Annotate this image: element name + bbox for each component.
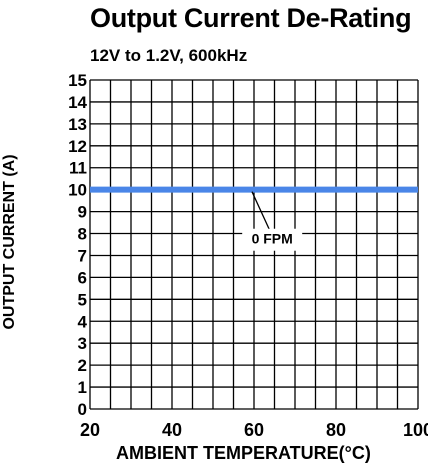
annotation-leader [251,191,273,236]
y-tick-label: 15 [68,71,87,90]
y-tick-label: 2 [78,356,87,375]
y-tick-label: 10 [68,181,87,200]
annotation-box [242,228,303,251]
x-tick-label: 60 [244,420,264,440]
chart-subtitle: 12V to 1.2V, 600kHz [90,46,248,65]
y-tick-label: 8 [78,225,87,244]
y-tick-label: 11 [69,159,87,178]
annotation-label: 0 FPM [252,231,293,247]
y-tick-label: 4 [78,312,88,331]
x-tick-label: 100 [403,420,428,440]
x-axis-label: AMBIENT TEMPERATURE(°C) [116,443,371,463]
y-tick-label: 12 [68,137,87,156]
y-tick-label: 5 [78,290,87,309]
y-tick-label: 0 [78,400,87,419]
y-tick-label: 1 [78,378,87,397]
y-tick-label: 6 [78,268,87,287]
chart-title: Output Current De-Rating [90,3,412,33]
x-tick-label: 40 [162,420,182,440]
x-tick-label: 20 [80,420,100,440]
y-tick-label: 9 [78,203,87,222]
y-tick-label: 13 [68,115,87,134]
y-tick-label: 7 [78,246,87,265]
y-tick-label: 14 [68,93,87,112]
x-tick-label: 80 [326,420,346,440]
y-tick-label: 3 [78,334,87,353]
